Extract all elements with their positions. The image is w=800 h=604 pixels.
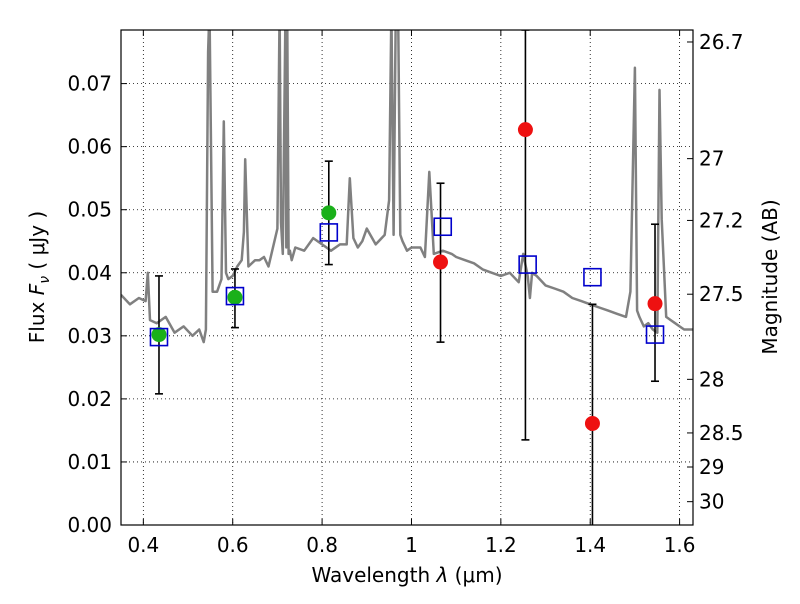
x-tick-label: 0.4 <box>127 533 159 557</box>
y-axis-label: Flux Fν ( μJy ) <box>25 211 53 343</box>
plot-background <box>121 30 693 525</box>
y-tick-label: 0.04 <box>67 261 112 285</box>
right-tick-label: 28 <box>699 367 724 391</box>
x-tick-label: 1.2 <box>485 533 517 557</box>
x-tick-label: 0.8 <box>306 533 338 557</box>
data-point-square <box>583 267 602 287</box>
y-tick-label: 0.00 <box>67 513 112 537</box>
y-tick-label: 0.05 <box>67 198 112 222</box>
data-point-circle <box>433 254 449 270</box>
data-point-square <box>225 286 245 306</box>
right-tick-label: 30 <box>699 490 724 514</box>
data-point-circle <box>647 296 663 312</box>
data-point-circle <box>151 327 167 343</box>
data-point-square <box>645 325 665 344</box>
x-tick-label: 0.6 <box>217 533 249 557</box>
right-tick-label: 29 <box>699 455 724 479</box>
right-tick-label: 27 <box>699 147 724 171</box>
right-tick-label: 27.5 <box>699 282 744 306</box>
data-point-square <box>518 255 537 274</box>
plot-frame <box>120 29 694 526</box>
y-axis-ticks: 0.00 0.01 0.02 0.03 0.04 0.05 0.06 0.07 <box>67 72 127 537</box>
data-point-circle <box>584 415 600 431</box>
data-point-square <box>433 217 453 237</box>
model-spectrum-line <box>121 30 693 344</box>
right-tick-label: 27.2 <box>699 208 744 232</box>
data-point-circle <box>227 289 243 305</box>
right-tick-label: 26.7 <box>699 30 744 54</box>
data-point-square <box>149 327 169 347</box>
right-tick-label: 28.5 <box>699 421 744 445</box>
y-tick-label: 0.03 <box>67 324 112 348</box>
y-tick-label: 0.07 <box>67 72 112 96</box>
y-tick-label: 0.01 <box>67 450 112 474</box>
x-axis-ticks: 0.4 0.6 0.8 1 1.2 1.4 1.6 <box>127 30 696 557</box>
y-tick-label: 0.06 <box>67 135 112 159</box>
x-tick-label: 1.6 <box>664 533 696 557</box>
x-tick-label: 1 <box>405 533 418 557</box>
y-tick-label: 0.02 <box>67 387 112 411</box>
x-axis-label: Wavelength λ (μm) <box>311 563 502 587</box>
data-point-circle <box>517 122 533 138</box>
right-axis-ticks: 26.7 27 27.2 27.5 28 28.5 29 30 <box>687 30 744 514</box>
x-tick-label: 1.4 <box>574 533 606 557</box>
right-axis-label: Magnitude (AB) <box>758 199 782 354</box>
series-layer <box>121 30 693 525</box>
data-point-square <box>319 223 339 242</box>
data-point-circle <box>321 205 337 221</box>
